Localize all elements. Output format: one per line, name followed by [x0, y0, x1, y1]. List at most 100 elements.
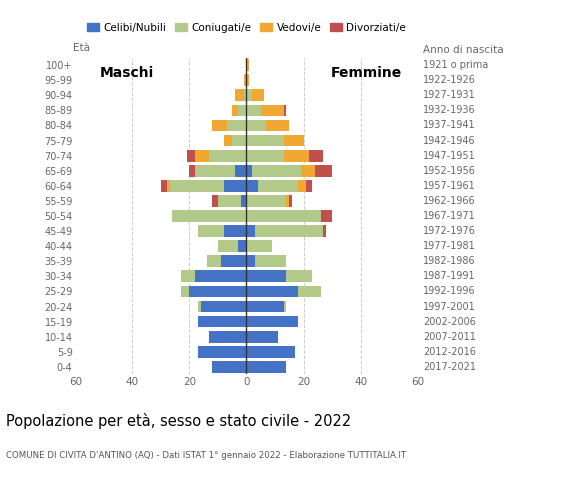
Bar: [266, 120, 289, 132]
Bar: [244, 89, 246, 101]
Bar: [246, 316, 298, 327]
Bar: [190, 165, 195, 177]
Bar: [246, 105, 261, 116]
Bar: [198, 316, 246, 327]
Text: 1997-2001: 1997-2001: [423, 301, 476, 312]
Bar: [187, 150, 195, 162]
Bar: [246, 240, 272, 252]
Bar: [287, 270, 312, 282]
Text: 2017-2021: 2017-2021: [423, 362, 476, 372]
Bar: [246, 195, 287, 207]
Bar: [198, 346, 246, 358]
Text: Femmine: Femmine: [331, 66, 402, 80]
Bar: [246, 150, 284, 162]
Bar: [306, 180, 312, 192]
Bar: [246, 270, 287, 282]
Text: 1962-1966: 1962-1966: [423, 196, 476, 206]
Bar: [261, 105, 284, 116]
Text: 2007-2011: 2007-2011: [423, 332, 476, 342]
Bar: [258, 180, 298, 192]
Bar: [195, 165, 235, 177]
Bar: [246, 180, 258, 192]
Bar: [206, 255, 221, 267]
Bar: [224, 180, 246, 192]
Bar: [252, 89, 263, 101]
Bar: [232, 105, 238, 116]
Bar: [224, 135, 232, 146]
Bar: [287, 195, 289, 207]
Bar: [284, 300, 287, 312]
Bar: [246, 89, 252, 101]
Text: Popolazione per età, sesso e stato civile - 2022: Popolazione per età, sesso e stato civil…: [6, 413, 351, 429]
Bar: [246, 225, 255, 237]
Text: Anno di nascita: Anno di nascita: [423, 45, 504, 55]
Bar: [238, 105, 246, 116]
Text: Età: Età: [72, 43, 89, 53]
Bar: [181, 286, 190, 297]
Bar: [309, 150, 324, 162]
Bar: [172, 210, 246, 222]
Bar: [241, 195, 246, 207]
Text: Maschi: Maschi: [100, 66, 154, 80]
Bar: [252, 165, 300, 177]
Bar: [235, 89, 244, 101]
Text: 1957-1961: 1957-1961: [423, 181, 476, 191]
Text: 1987-1991: 1987-1991: [423, 271, 476, 281]
Bar: [246, 300, 284, 312]
Bar: [166, 180, 169, 192]
Text: 1947-1951: 1947-1951: [423, 151, 476, 161]
Bar: [246, 286, 298, 297]
Bar: [255, 255, 287, 267]
Bar: [198, 300, 201, 312]
Bar: [181, 270, 195, 282]
Bar: [190, 286, 246, 297]
Bar: [284, 135, 303, 146]
Legend: Celibi/Nubili, Coniugati/e, Vedovi/e, Divorziati/e: Celibi/Nubili, Coniugati/e, Vedovi/e, Di…: [83, 18, 410, 37]
Bar: [289, 195, 292, 207]
Bar: [195, 270, 246, 282]
Bar: [255, 225, 324, 237]
Text: 1972-1976: 1972-1976: [423, 226, 476, 236]
Bar: [246, 361, 287, 373]
Text: 1942-1946: 1942-1946: [423, 135, 476, 145]
Bar: [298, 286, 321, 297]
Bar: [218, 240, 238, 252]
Bar: [246, 346, 295, 358]
Text: 1982-1986: 1982-1986: [423, 256, 476, 266]
Bar: [209, 331, 246, 343]
Bar: [298, 180, 306, 192]
Bar: [209, 150, 246, 162]
Bar: [244, 74, 246, 86]
Bar: [246, 210, 321, 222]
Bar: [169, 180, 224, 192]
Bar: [324, 225, 327, 237]
Bar: [246, 135, 284, 146]
Text: 1932-1936: 1932-1936: [423, 106, 476, 115]
Text: 1937-1941: 1937-1941: [423, 120, 476, 131]
Text: 1952-1956: 1952-1956: [423, 166, 476, 176]
Text: 1992-1996: 1992-1996: [423, 287, 476, 297]
Bar: [198, 225, 224, 237]
Text: COMUNE DI CIVITA D'ANTINO (AQ) - Dati ISTAT 1° gennaio 2022 - Elaborazione TUTTI: COMUNE DI CIVITA D'ANTINO (AQ) - Dati IS…: [6, 451, 406, 460]
Bar: [218, 195, 241, 207]
Bar: [246, 255, 255, 267]
Bar: [224, 225, 246, 237]
Text: 1927-1931: 1927-1931: [423, 90, 476, 100]
Bar: [284, 105, 287, 116]
Bar: [201, 300, 246, 312]
Text: 1921 o prima: 1921 o prima: [423, 60, 488, 70]
Bar: [221, 255, 246, 267]
Bar: [246, 74, 249, 86]
Bar: [246, 59, 249, 71]
Bar: [238, 240, 246, 252]
Text: 1977-1981: 1977-1981: [423, 241, 476, 251]
Bar: [246, 165, 252, 177]
Bar: [161, 180, 166, 192]
Bar: [227, 120, 246, 132]
Text: 2012-2016: 2012-2016: [423, 347, 476, 357]
Text: 1967-1971: 1967-1971: [423, 211, 476, 221]
Bar: [195, 150, 209, 162]
Bar: [246, 331, 278, 343]
Bar: [246, 120, 266, 132]
Bar: [212, 195, 218, 207]
